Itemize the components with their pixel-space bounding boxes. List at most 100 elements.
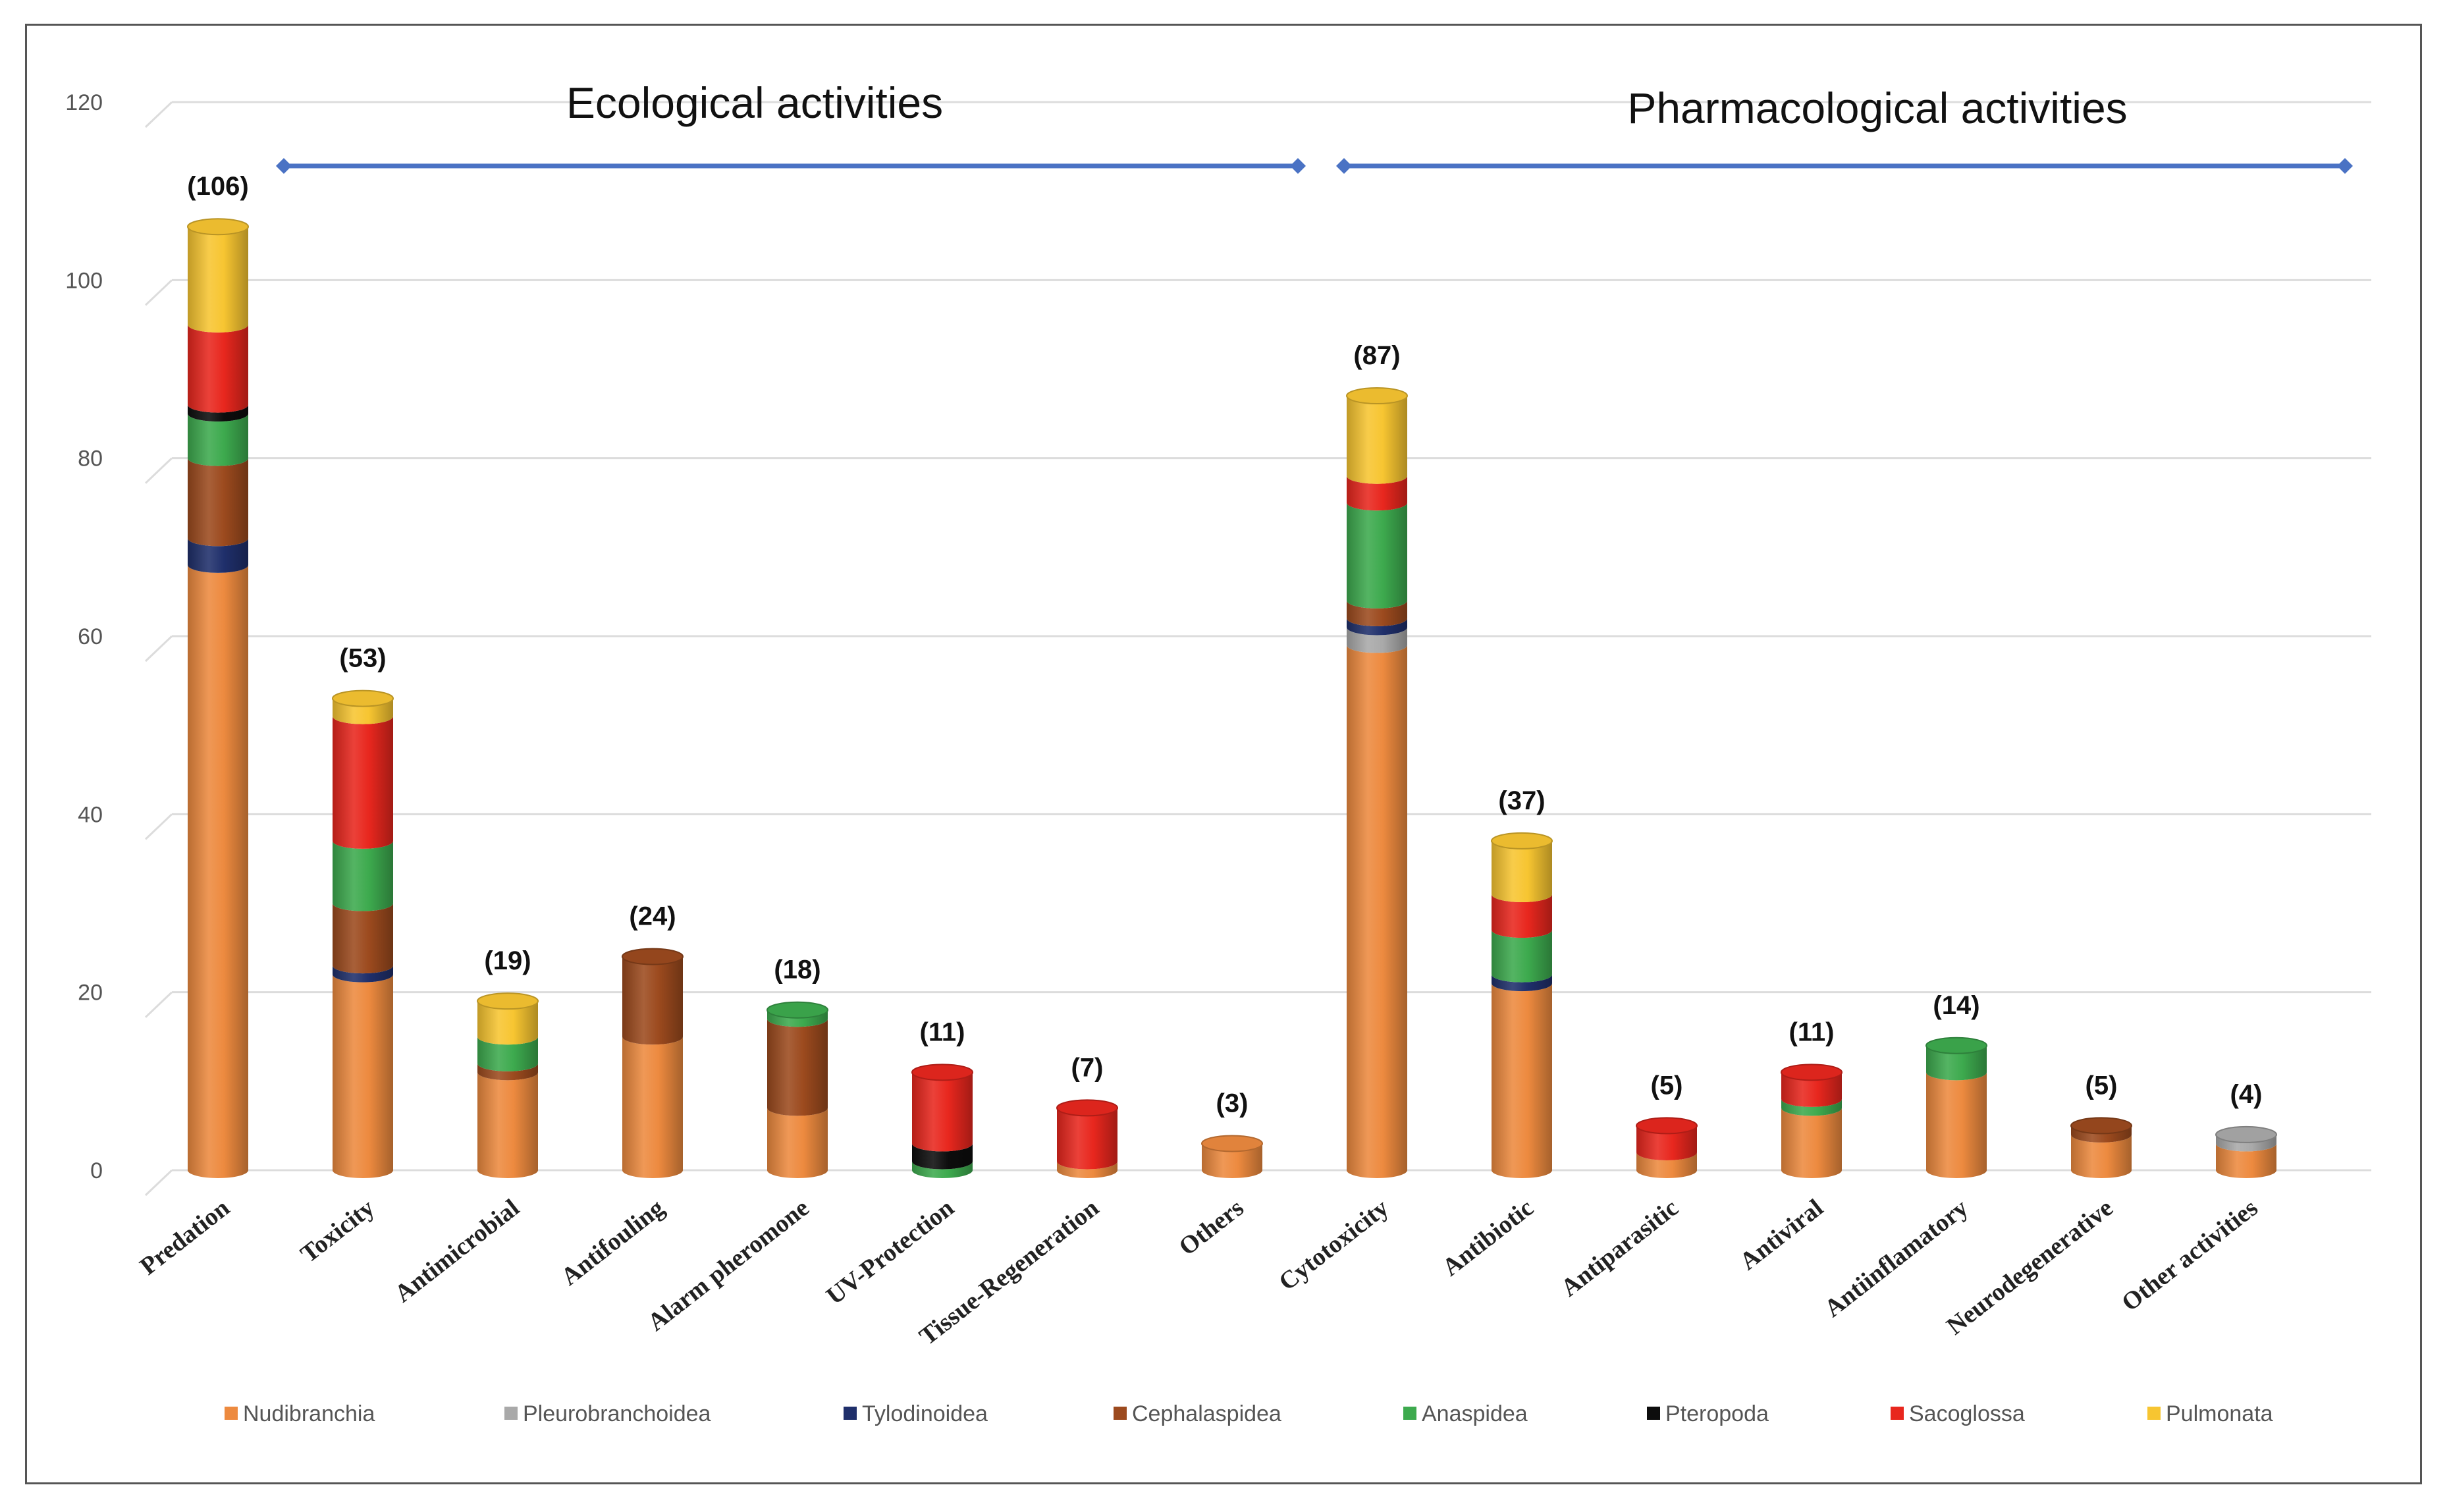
bar-total-label: (5) bbox=[2086, 1071, 2118, 1100]
bar-segment-cephalaspidea bbox=[622, 956, 683, 1045]
bar-top-cap bbox=[1346, 387, 1408, 405]
bar-top-cap bbox=[1056, 1099, 1118, 1117]
group-arrow-end bbox=[1336, 158, 1352, 174]
bar-segment-pteropoda bbox=[912, 1143, 973, 1170]
bar-top-cap bbox=[1201, 1135, 1263, 1152]
bar-segment-sacoglossa bbox=[1781, 1072, 1842, 1107]
bar-top-cap bbox=[1491, 832, 1553, 850]
category-label: Antifouling bbox=[556, 1194, 669, 1291]
group-arrow-end bbox=[276, 158, 292, 174]
bar-segment-nudibranchia bbox=[1781, 1108, 1842, 1178]
bar-segment-pulmonata bbox=[333, 698, 393, 724]
bar-top-cap bbox=[1781, 1064, 1843, 1081]
bar-segment-cephalaspidea bbox=[188, 458, 248, 547]
category-label: Others bbox=[1174, 1194, 1249, 1261]
gridline-depth bbox=[144, 635, 173, 662]
legend-swatch-nudibranchia bbox=[225, 1407, 238, 1420]
bar-segment-anaspidea bbox=[188, 414, 248, 466]
bar-segment-anaspidea bbox=[333, 840, 393, 911]
group-title: Pharmacological activities bbox=[1627, 84, 2127, 132]
bar-segment-nudibranchia bbox=[1492, 983, 1552, 1178]
bar-segment-nudibranchia bbox=[188, 564, 248, 1178]
bar-segment-anaspidea bbox=[912, 1161, 973, 1178]
bar-total-label: (87) bbox=[1353, 341, 1400, 370]
bar-total-label: (53) bbox=[339, 644, 386, 673]
group-arrow-end bbox=[2337, 158, 2353, 174]
gridline-depth bbox=[144, 1169, 173, 1197]
gridline-depth bbox=[144, 813, 173, 840]
bar-segment-pteropoda bbox=[188, 404, 248, 422]
bar-top-cap bbox=[622, 948, 684, 965]
legend-label: Cephalaspidea bbox=[1132, 1401, 1281, 1426]
category-label: UV-Protection bbox=[821, 1194, 959, 1310]
bar-top-cap bbox=[767, 1001, 828, 1019]
legend-swatch-anaspidea bbox=[1403, 1407, 1416, 1420]
category-label: Cytotoxicity bbox=[1274, 1194, 1393, 1296]
bar-segment-nudibranchia bbox=[477, 1072, 538, 1178]
bar-segment-tylodinoidea bbox=[333, 965, 393, 983]
bar-total-label: (3) bbox=[1216, 1089, 1249, 1118]
bar-total-label: (106) bbox=[187, 172, 248, 201]
category-label: Toxicity bbox=[296, 1194, 380, 1268]
bar-segment-pulmonata bbox=[1492, 840, 1552, 902]
bar-total-label: (37) bbox=[1498, 786, 1545, 815]
bar-total-label: (11) bbox=[920, 1017, 965, 1046]
bar-segment-cephalaspidea bbox=[767, 1019, 828, 1116]
bar-segment-sacoglossa bbox=[1492, 894, 1552, 938]
gridline-depth bbox=[144, 991, 173, 1018]
bar-segment-cephalaspidea bbox=[333, 903, 393, 974]
gridline-depth bbox=[144, 101, 173, 128]
bar-segment-nudibranchia bbox=[1347, 645, 1407, 1178]
bar-segment-nudibranchia bbox=[1636, 1152, 1697, 1178]
bar-segment-nudibranchia bbox=[622, 1037, 683, 1178]
category-label: Antiparasitic bbox=[1556, 1194, 1684, 1302]
category-label: Antibiotic bbox=[1438, 1194, 1539, 1282]
bar-top-cap bbox=[1636, 1117, 1698, 1135]
category-label: Predation bbox=[135, 1194, 235, 1280]
stacked-cylinder-chart: 0 20 40 60 80 100 120 Ecological activities Phar… bbox=[65, 78, 2371, 1426]
bar-segment-nudibranchia bbox=[333, 974, 393, 1178]
bar-total-label: (18) bbox=[774, 956, 821, 985]
bar-segment-anaspidea bbox=[1781, 1098, 1842, 1116]
bar-top-cap bbox=[187, 218, 249, 236]
bar-segment-sacoglossa bbox=[188, 324, 248, 413]
bar-total-label: (7) bbox=[1071, 1053, 1104, 1082]
bar-segment-sacoglossa bbox=[1636, 1125, 1697, 1160]
y-tick-label: 60 bbox=[78, 624, 103, 649]
bar-top-cap bbox=[332, 689, 394, 707]
group-title: Ecological activities bbox=[566, 78, 943, 127]
group-arrow-end bbox=[1290, 158, 1306, 174]
bar-segment-tylodinoidea bbox=[1347, 618, 1407, 635]
bar-segment-sacoglossa bbox=[1057, 1108, 1117, 1170]
bar-segment-sacoglossa bbox=[333, 716, 393, 849]
bar-segment-sacoglossa bbox=[1347, 475, 1407, 511]
legend-label: Tylodinoidea bbox=[862, 1401, 988, 1426]
bar-segment-anaspidea bbox=[1926, 1045, 1987, 1081]
bar-segment-sacoglossa bbox=[912, 1072, 973, 1152]
bar-segment-nudibranchia bbox=[2071, 1134, 2132, 1178]
bar-total-label: (11) bbox=[1789, 1017, 1835, 1046]
category-label: Other activities bbox=[2116, 1194, 2263, 1317]
bar-total-label: (24) bbox=[629, 902, 676, 931]
gridline-depth bbox=[144, 457, 173, 484]
legend-swatch-pteropoda bbox=[1647, 1407, 1660, 1420]
legend-label: Nudibranchia bbox=[243, 1401, 375, 1426]
bar-segment-nudibranchia bbox=[1926, 1072, 1987, 1178]
bar-top-cap bbox=[911, 1064, 973, 1081]
category-label: Antiviral bbox=[1735, 1194, 1828, 1276]
bar-segment-pulmonata bbox=[1347, 396, 1407, 484]
legend-swatch-pleurobranchoidea bbox=[504, 1407, 518, 1420]
bar-segment-nudibranchia bbox=[2216, 1143, 2276, 1178]
y-tick-label: 0 bbox=[90, 1158, 103, 1183]
legend-label: Sacoglossa bbox=[1909, 1401, 2025, 1426]
bar-total-label: (19) bbox=[484, 946, 531, 975]
y-tick-label: 120 bbox=[65, 90, 103, 115]
bar-segment-tylodinoidea bbox=[188, 538, 248, 573]
bar-segment-nudibranchia bbox=[1202, 1143, 1262, 1178]
legend-label: Pulmonata bbox=[2166, 1401, 2273, 1426]
chart-frame: 0 20 40 60 80 100 120 Ecological activities Phar… bbox=[25, 24, 2422, 1484]
bar-segment-cephalaspidea bbox=[477, 1063, 538, 1081]
bar-total-label: (5) bbox=[1651, 1071, 1683, 1100]
bar-segment-nudibranchia bbox=[767, 1108, 828, 1178]
bar-total-label: (4) bbox=[2230, 1080, 2263, 1109]
